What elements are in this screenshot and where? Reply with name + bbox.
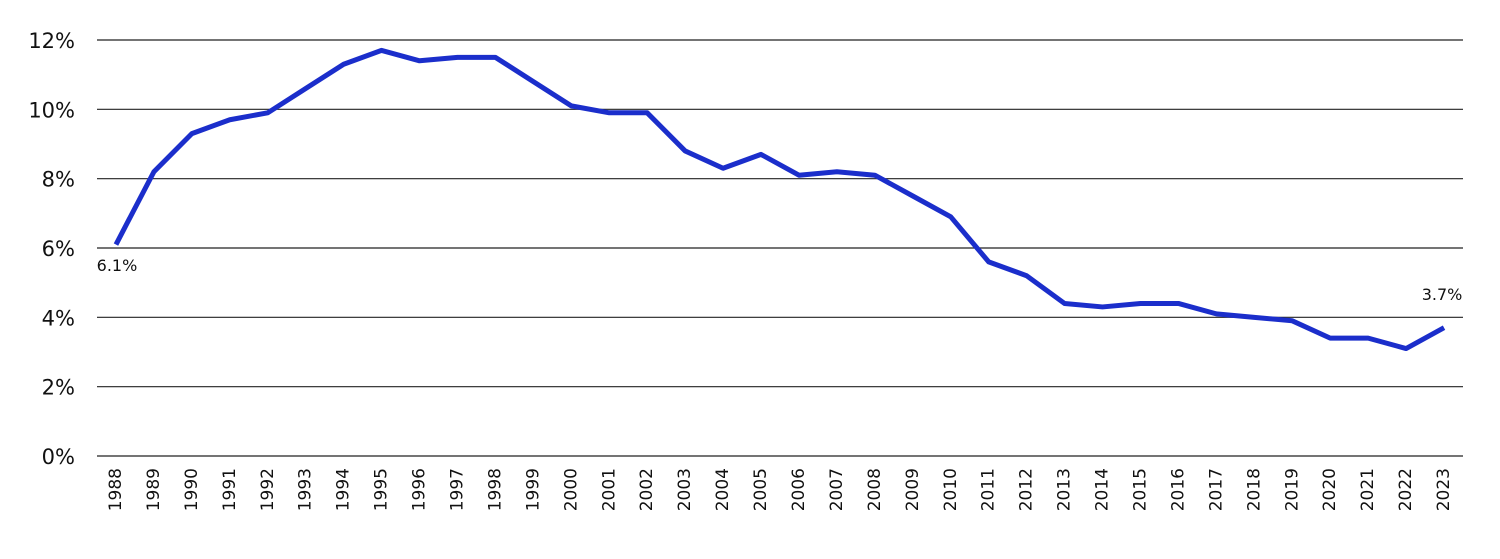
x-tick-label: 2010 — [941, 468, 961, 511]
x-tick-label: 2020 — [1320, 468, 1340, 511]
y-tick-label: 0% — [42, 445, 75, 469]
x-tick-label: 2005 — [751, 468, 771, 511]
x-tick-label: 1989 — [144, 468, 164, 511]
x-tick-label: 2011 — [979, 468, 999, 511]
x-tick-label: 1991 — [220, 468, 240, 511]
x-tick-label: 2018 — [1244, 468, 1264, 511]
x-tick-label: 2016 — [1168, 468, 1188, 511]
x-tick-label: 1992 — [258, 468, 278, 511]
y-tick-label: 4% — [42, 306, 75, 330]
y-tick-label: 8% — [42, 168, 75, 192]
x-tick-label: 2007 — [827, 468, 847, 511]
x-tick-label: 1990 — [182, 468, 202, 511]
x-tick-label: 1995 — [372, 468, 392, 511]
x-tick-label: 1988 — [106, 468, 126, 511]
x-tick-label: 2009 — [903, 468, 923, 511]
x-tick-label: 2015 — [1130, 468, 1150, 511]
x-tick-label: 2021 — [1358, 468, 1378, 511]
y-tick-label: 6% — [42, 237, 75, 261]
x-tick-label: 2002 — [637, 468, 657, 511]
x-tick-label: 2000 — [561, 468, 581, 511]
x-tick-label: 1997 — [447, 468, 467, 511]
data-label: 6.1% — [97, 256, 138, 275]
x-tick-label: 2003 — [675, 468, 695, 511]
x-tick-label: 2006 — [789, 468, 809, 511]
x-tick-label: 2014 — [1093, 468, 1113, 511]
x-tick-label: 1993 — [296, 468, 316, 511]
x-tick-label: 2017 — [1206, 468, 1226, 511]
x-tick-label: 1998 — [485, 468, 505, 511]
x-tick-label: 2019 — [1282, 468, 1302, 511]
x-tick-label: 2008 — [865, 468, 885, 511]
x-tick-label: 2012 — [1017, 468, 1037, 511]
data-line — [113, 47, 1446, 352]
x-tick-label: 1999 — [523, 468, 543, 511]
x-tick-label: 2001 — [599, 468, 619, 511]
y-tick-label: 12% — [28, 29, 75, 53]
y-tick-label: 2% — [42, 376, 75, 400]
x-tick-label: 2013 — [1055, 468, 1075, 511]
x-tick-label: 2022 — [1396, 468, 1416, 511]
x-tick-label: 2004 — [713, 468, 733, 511]
data-label: 3.7% — [1422, 285, 1463, 304]
x-tick-label: 1994 — [334, 468, 354, 511]
x-tick-label: 1996 — [410, 468, 430, 511]
y-tick-label: 10% — [28, 98, 75, 122]
x-tick-label: 2023 — [1434, 468, 1454, 511]
